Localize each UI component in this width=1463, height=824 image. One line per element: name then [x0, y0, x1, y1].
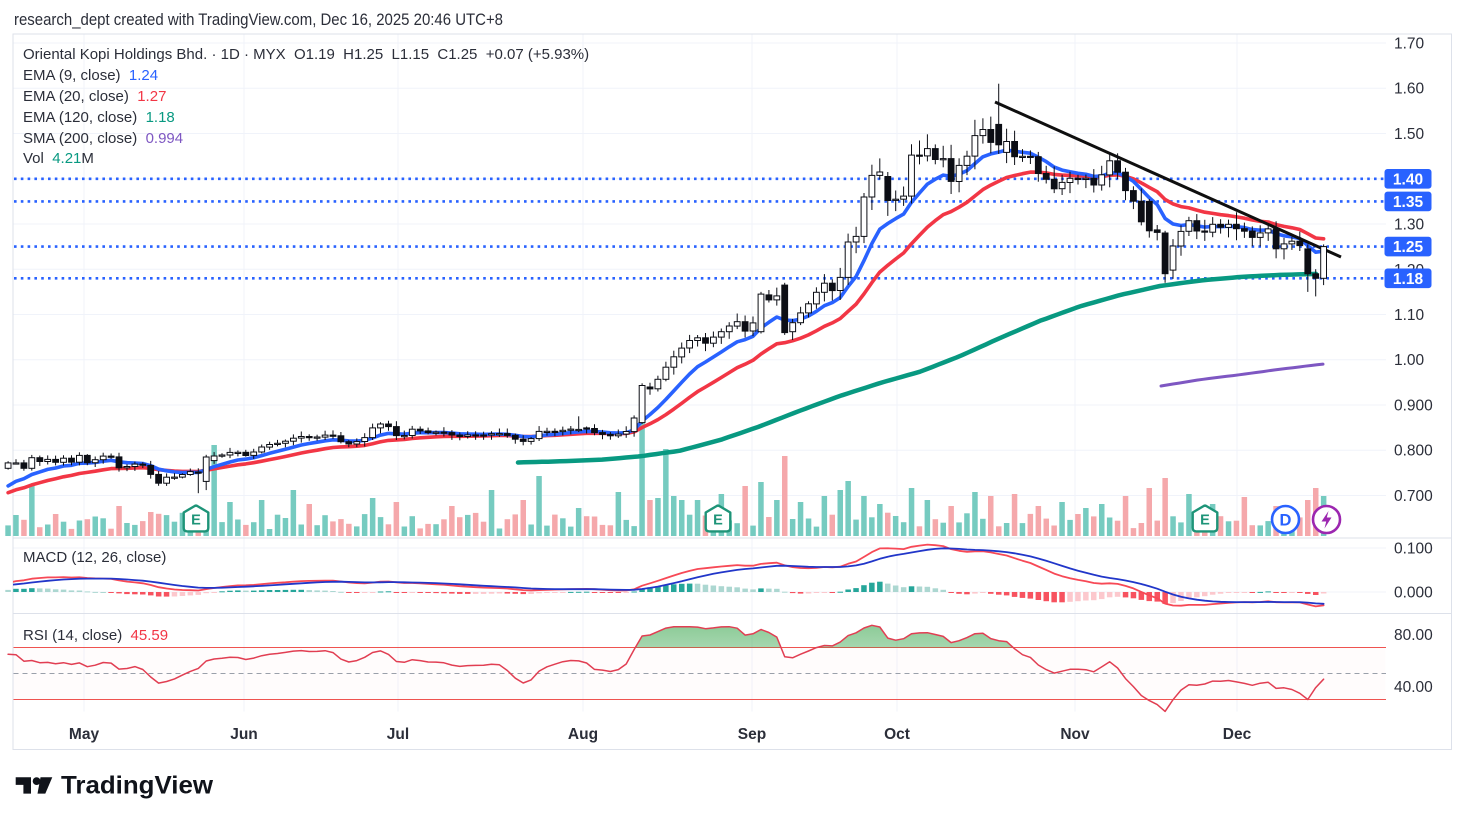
svg-text:Nov: Nov	[1060, 726, 1090, 743]
svg-text:E: E	[1200, 513, 1210, 529]
svg-text:Jul: Jul	[387, 726, 409, 743]
svg-text:Vol 4.21M: Vol 4.21M	[23, 150, 94, 167]
svg-text:E: E	[713, 513, 723, 529]
svg-text:SMA (200, close) 0.994: SMA (200, close) 0.994	[23, 130, 183, 147]
svg-text:research_dept created with Tra: research_dept created with TradingView.c…	[14, 10, 503, 29]
svg-text:1.60: 1.60	[1394, 81, 1425, 98]
svg-text:1.10: 1.10	[1394, 307, 1425, 324]
svg-text:May: May	[69, 726, 100, 743]
svg-text:EMA (9, close) 1.24: EMA (9, close) 1.24	[23, 67, 158, 84]
svg-text:RSI (14, close) 45.59: RSI (14, close) 45.59	[23, 627, 168, 644]
svg-text:Oriental Kopi Holdings Bhd. ·: Oriental Kopi Holdings Bhd. · 1D · MYX O…	[23, 46, 589, 63]
svg-text:1.00: 1.00	[1394, 352, 1425, 369]
svg-text:1.35: 1.35	[1393, 194, 1424, 211]
svg-text:1.25: 1.25	[1393, 239, 1424, 256]
svg-text:Jun: Jun	[230, 726, 258, 743]
svg-text:0.100: 0.100	[1394, 541, 1433, 558]
svg-text:1.70: 1.70	[1394, 36, 1425, 53]
svg-text:D: D	[1280, 512, 1292, 530]
svg-text:EMA (120, close) 1.18: EMA (120, close) 1.18	[23, 109, 175, 126]
svg-text:Aug: Aug	[568, 726, 598, 743]
svg-text:0.700: 0.700	[1394, 488, 1433, 505]
svg-text:Dec: Dec	[1223, 726, 1252, 743]
svg-text:Sep: Sep	[738, 726, 766, 743]
svg-text:1.30: 1.30	[1394, 217, 1425, 234]
svg-text:1.40: 1.40	[1393, 171, 1423, 188]
svg-text:EMA (20, close) 1.27: EMA (20, close) 1.27	[23, 88, 166, 105]
svg-text:80.00: 80.00	[1394, 627, 1433, 644]
svg-text:Oct: Oct	[884, 726, 910, 743]
svg-text:1.18: 1.18	[1393, 271, 1424, 288]
svg-text:MACD (12, 26, close): MACD (12, 26, close)	[23, 549, 166, 566]
svg-text:40.00: 40.00	[1394, 679, 1433, 696]
svg-text:TradingView: TradingView	[61, 772, 214, 800]
svg-text:0.900: 0.900	[1394, 398, 1433, 415]
svg-text:0.800: 0.800	[1394, 443, 1433, 460]
svg-text:1.50: 1.50	[1394, 126, 1425, 143]
svg-text:0.000: 0.000	[1394, 585, 1433, 602]
svg-text:E: E	[191, 513, 201, 529]
